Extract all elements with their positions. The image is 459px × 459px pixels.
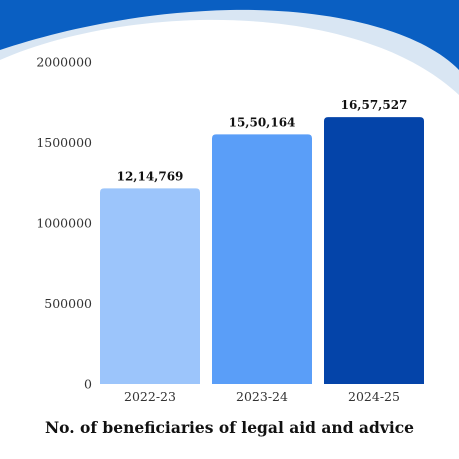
x-axis: 2022-23 2023-24 2024-25 — [124, 389, 400, 404]
wave-light — [0, 0, 459, 95]
bars: 12,14,769 15,50,164 16,57,527 — [100, 98, 424, 384]
chart-title: No. of beneficiaries of legal aid and ad… — [44, 418, 415, 437]
data-label: 16,57,527 — [341, 98, 408, 112]
y-tick-label: 0 — [84, 377, 92, 392]
bar-2022-23 — [100, 188, 200, 384]
y-axis: 0 500000 1000000 1500000 2000000 — [36, 55, 92, 392]
x-tick-label: 2022-23 — [124, 389, 176, 404]
wave-dark — [0, 0, 459, 70]
y-tick-label: 2000000 — [36, 55, 92, 70]
data-label: 15,50,164 — [229, 115, 296, 129]
data-label: 12,14,769 — [117, 169, 184, 183]
x-tick-label: 2023-24 — [236, 389, 288, 404]
y-tick-label: 1500000 — [36, 135, 92, 150]
y-tick-label: 1000000 — [36, 216, 92, 231]
y-tick-label: 500000 — [44, 296, 92, 311]
bar-2023-24 — [212, 134, 312, 384]
x-tick-label: 2024-25 — [348, 389, 400, 404]
bar-2024-25 — [324, 117, 424, 384]
